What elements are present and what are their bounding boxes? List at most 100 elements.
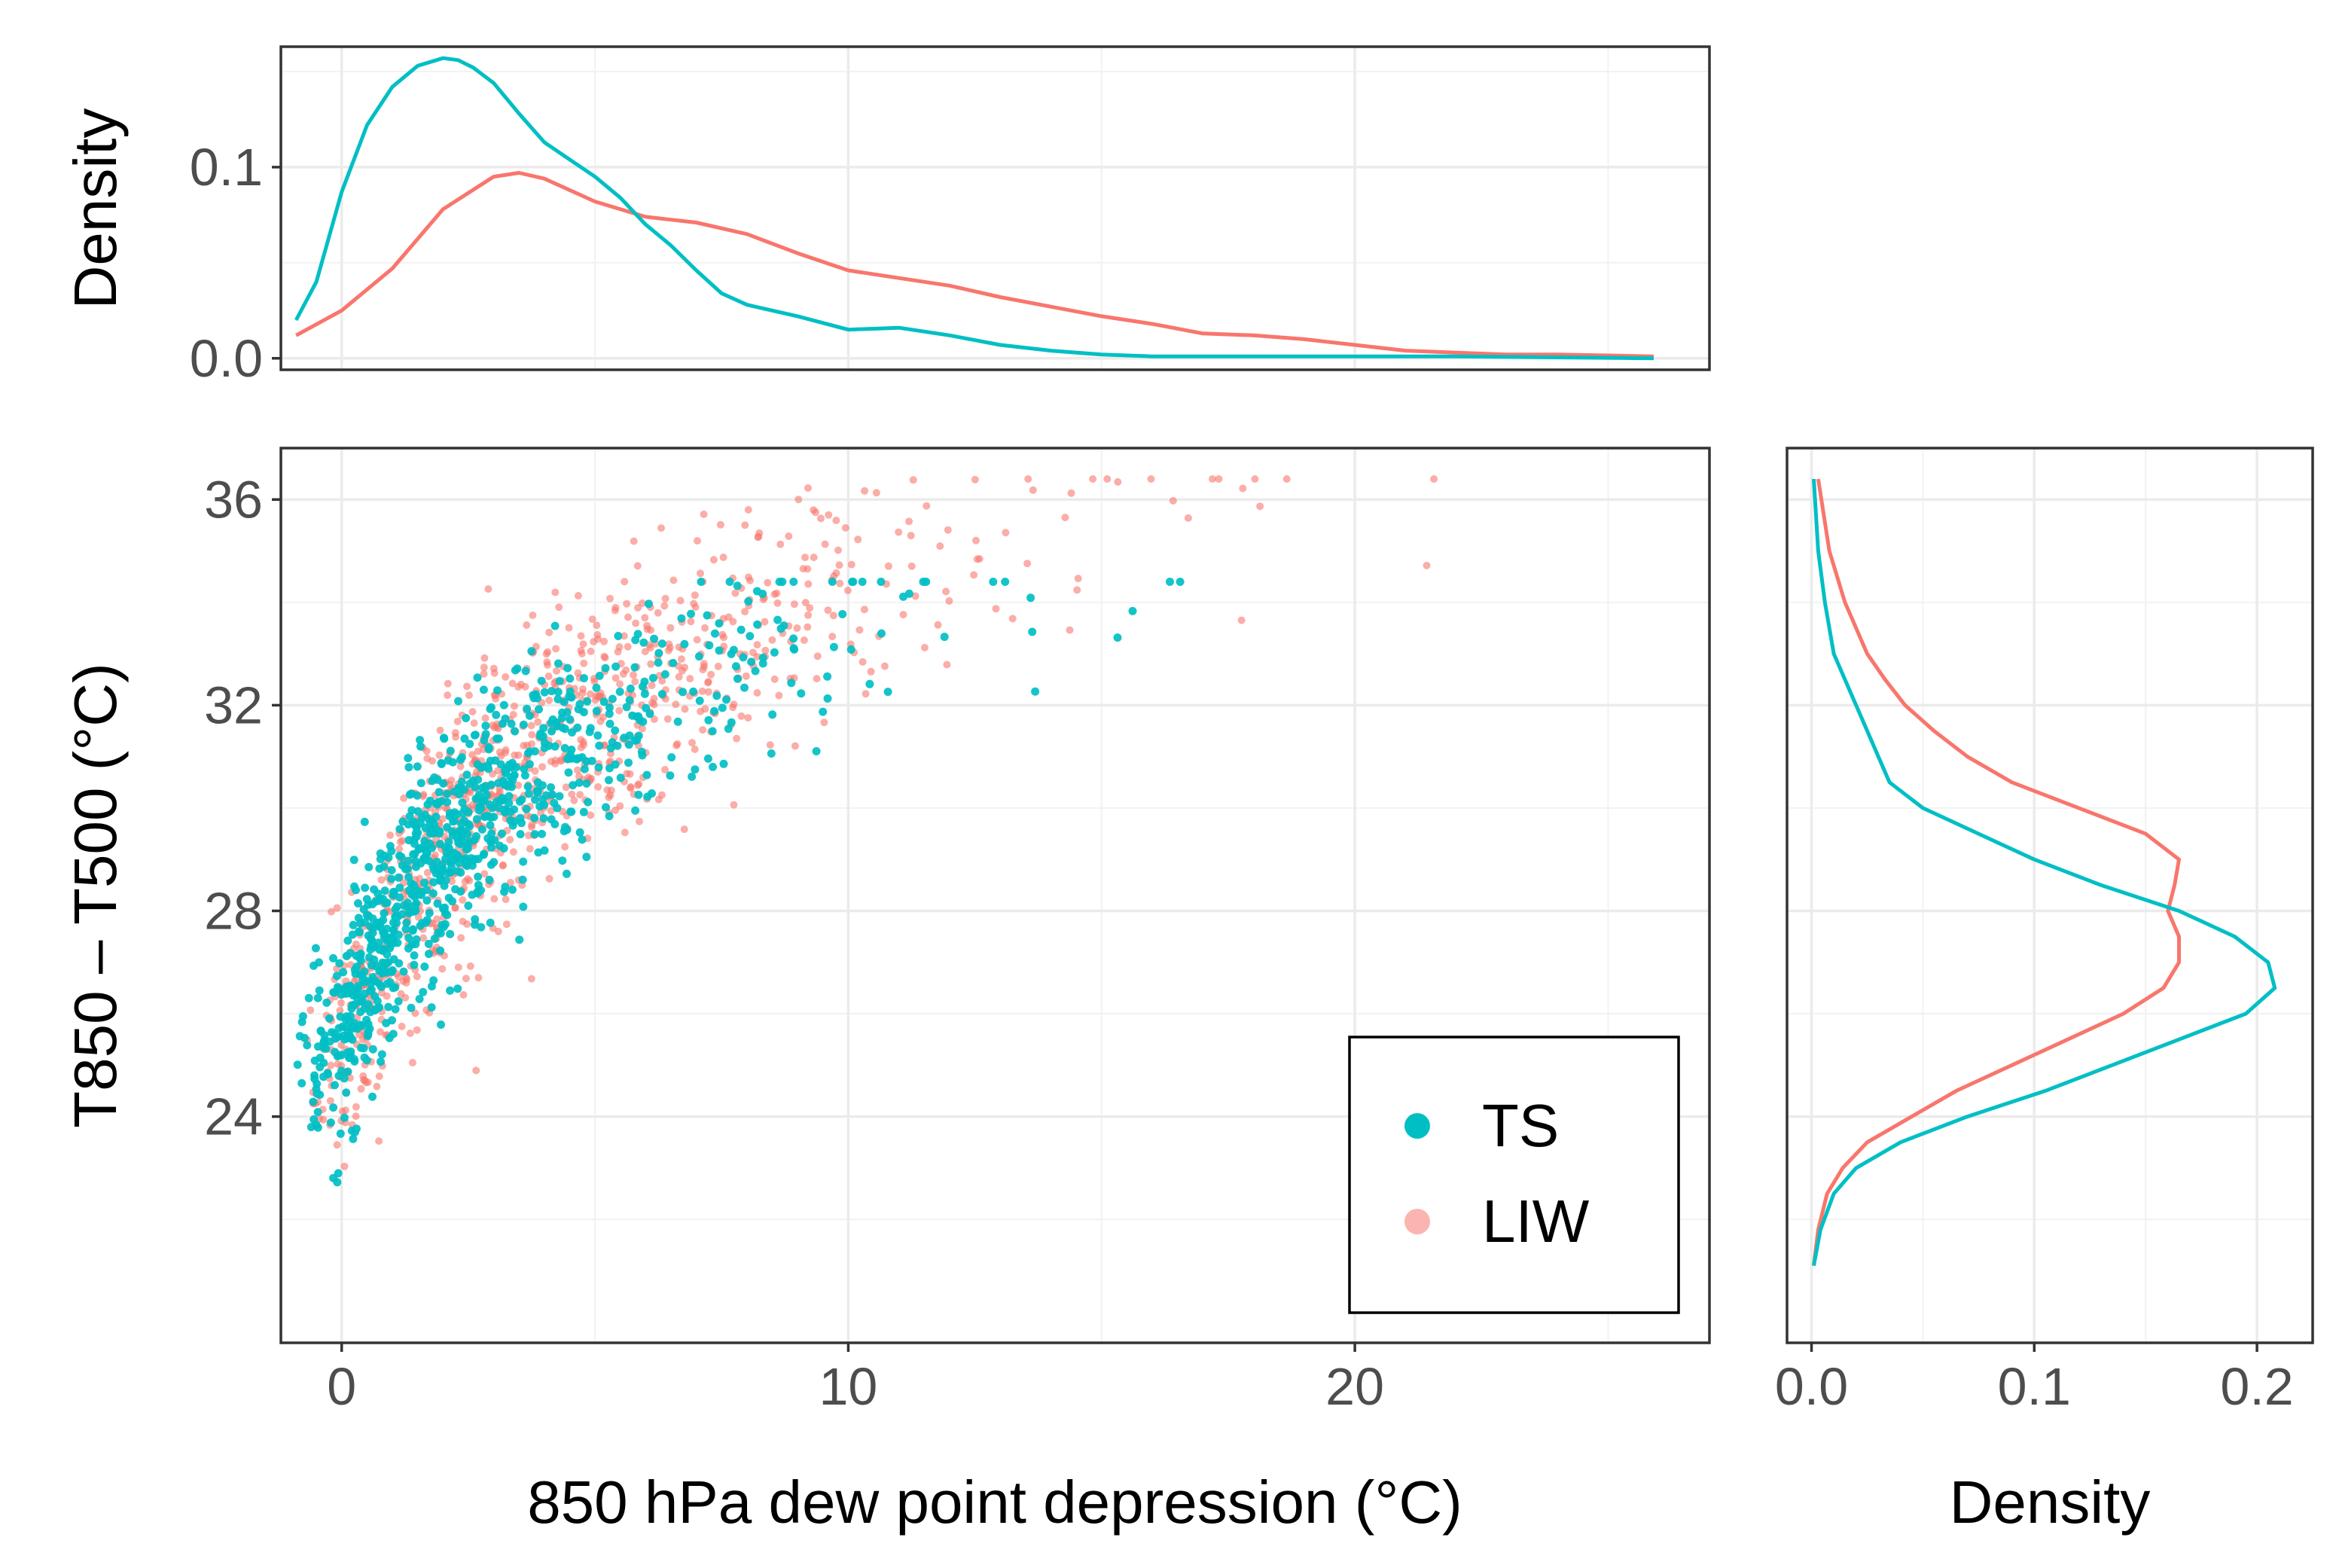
scatter-point-ts	[558, 856, 567, 865]
scatter-point-liw	[664, 646, 672, 654]
scatter-point-liw	[525, 831, 532, 840]
scatter-point-liw	[676, 596, 685, 605]
scatter-point-ts	[525, 747, 534, 756]
scatter-point-liw	[709, 556, 718, 564]
scatter-point-ts	[333, 983, 342, 992]
scatter-point-ts	[533, 694, 541, 703]
scatter-point-ts	[487, 829, 496, 838]
scatter-y-tick-label: 24	[204, 1088, 263, 1146]
scatter-point-liw	[694, 537, 701, 545]
scatter-point-ts	[770, 648, 779, 657]
scatter-point-ts	[519, 857, 528, 866]
scatter-point-ts	[424, 950, 433, 959]
scatter-point-liw	[545, 628, 554, 636]
scatter-point-ts	[471, 915, 480, 924]
scatter-point-liw	[328, 908, 335, 916]
scatter-point-ts	[413, 762, 422, 771]
scatter-point-ts	[407, 890, 416, 899]
scatter-point-liw	[590, 638, 598, 645]
scatter-point-liw	[459, 991, 468, 999]
scatter-point-ts	[574, 705, 583, 714]
scatter-point-ts	[608, 694, 617, 703]
legend-label-ts: TS	[1482, 1092, 1559, 1159]
scatter-point-liw	[909, 476, 917, 484]
scatter-point-ts	[493, 734, 502, 743]
scatter-point-liw	[716, 520, 724, 529]
scatter-point-ts	[411, 940, 420, 949]
scatter-point-ts	[517, 795, 526, 804]
scatter-point-ts	[680, 639, 689, 648]
scatter-point-liw	[1169, 496, 1177, 505]
scatter-point-liw	[419, 934, 428, 942]
scatter-point-ts	[407, 789, 416, 798]
scatter-point-liw	[791, 742, 799, 750]
scatter-point-liw	[622, 666, 630, 674]
scatter-point-liw	[545, 874, 554, 883]
scatter-point-liw	[545, 696, 554, 704]
scatter-point-ts	[422, 896, 432, 905]
scatter-point-ts	[382, 936, 391, 945]
scatter-point-liw	[594, 782, 602, 791]
scatter-point-liw	[806, 604, 814, 612]
scatter-point-ts	[401, 925, 410, 934]
scatter-point-liw	[398, 1022, 406, 1030]
scatter-point-liw	[630, 671, 637, 679]
scatter-point-liw	[633, 562, 642, 570]
scatter-point-liw	[1430, 475, 1438, 483]
scatter-point-liw	[527, 823, 535, 831]
scatter-point-liw	[588, 615, 596, 624]
scatter-point-ts	[394, 873, 403, 882]
scatter-point-liw	[578, 650, 586, 657]
scatter-point-liw	[660, 602, 669, 610]
scatter-point-ts	[731, 662, 740, 671]
scatter-point-liw	[579, 685, 587, 693]
scatter-point-ts	[394, 997, 403, 1005]
scatter-point-liw	[634, 604, 642, 612]
scatter-point-liw	[1239, 484, 1247, 493]
scatter-point-ts	[419, 987, 428, 996]
scatter-point-liw	[527, 975, 535, 983]
scatter-point-ts	[624, 758, 633, 767]
scatter-point-ts	[354, 899, 362, 908]
scatter-point-ts	[368, 900, 377, 909]
scatter-point-ts	[391, 983, 400, 992]
scatter-point-ts	[395, 825, 404, 834]
scatter-point-ts	[465, 740, 474, 749]
right-density-line-liw	[1812, 478, 2181, 1266]
scatter-point-liw	[444, 691, 452, 700]
scatter-point-ts	[473, 673, 482, 682]
scatter-point-ts	[523, 782, 532, 791]
scatter-point-liw	[801, 554, 809, 562]
scatter-point-ts	[555, 676, 564, 685]
scatter-point-liw	[555, 603, 563, 612]
scatter-point-liw	[1423, 561, 1431, 569]
scatter-point-ts	[429, 865, 438, 874]
scatter-point-liw	[832, 569, 840, 577]
scatter-point-liw	[632, 619, 640, 627]
scatter-point-liw	[804, 565, 812, 573]
scatter-point-liw	[729, 703, 737, 712]
scatter-point-ts	[443, 911, 452, 920]
scatter-point-ts	[440, 881, 449, 890]
scatter-point-liw	[579, 640, 587, 648]
scatter-point-ts	[474, 775, 483, 784]
scatter-point-liw	[538, 763, 547, 771]
scatter-point-ts	[371, 977, 380, 986]
scatter-point-ts	[335, 959, 344, 968]
scatter-point-ts	[657, 690, 666, 699]
scatter-point-ts	[380, 963, 389, 972]
scatter-point-ts	[620, 734, 629, 743]
scatter-point-liw	[681, 664, 689, 672]
scatter-x-tick-label: 0	[327, 1357, 356, 1416]
scatter-point-liw	[457, 934, 465, 942]
scatter-point-ts	[554, 688, 563, 697]
scatter-point-ts	[563, 755, 572, 764]
scatter-point-ts	[563, 825, 572, 834]
scatter-point-liw	[508, 679, 517, 688]
scatter-point-ts	[573, 723, 582, 732]
scatter-point-ts	[697, 578, 706, 586]
scatter-point-liw	[753, 689, 761, 697]
scatter-point-liw	[761, 646, 770, 654]
scatter-point-liw	[605, 793, 613, 801]
scatter-point-ts	[415, 995, 424, 1003]
